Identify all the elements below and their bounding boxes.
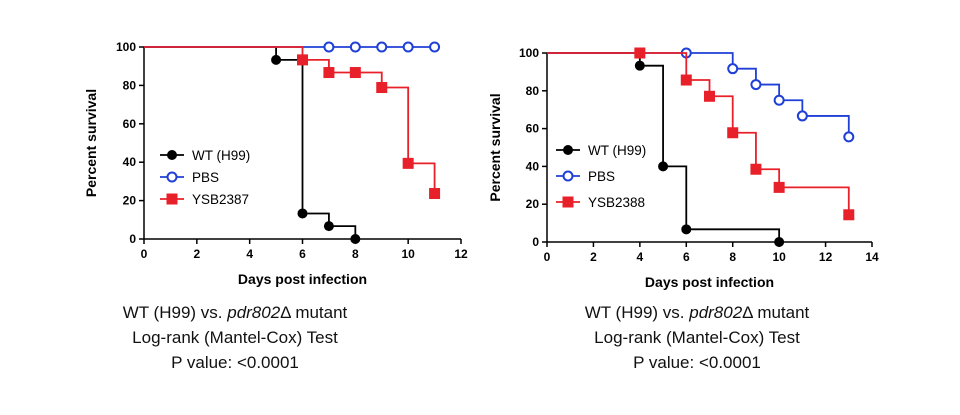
data-point [167,150,177,160]
data-point [402,41,414,53]
series-line-0 [547,52,781,242]
chart-plot-group: 0 2 4 6 8 10 12 0 20 40 60 80 100 Days post infection… [83,40,468,287]
y-tick-label: 40 [526,159,540,173]
data-point [750,163,762,175]
legend-label: PBS [588,169,615,184]
x-tick-label: 4 [246,247,253,261]
x-tick-label: 10 [772,250,786,264]
y-tick-label: 0 [532,235,539,249]
data-point [562,170,574,182]
data-point [349,67,361,79]
caption-line-test: Log-rank (Mantel-Cox) Test [132,328,338,347]
data-point [681,224,692,235]
chart-plot-group: 0 2 4 6 8 10 12 14 0 20 40 60 80 100 Days post infecti… [487,46,879,290]
data-point [376,82,388,94]
series-line-2 [144,46,436,194]
data-point [563,145,573,155]
data-point [727,63,739,75]
data-point [773,181,785,193]
data-point [774,237,785,247]
data-point [297,54,308,66]
x-tick-label: 0 [141,247,148,261]
data-point [634,47,646,59]
legend-label: WT (H99) [588,143,646,158]
data-point [271,54,282,65]
data-point [562,196,574,208]
x-tick-label: 4 [637,250,644,264]
series-line-2 [547,52,850,215]
x-axis-title: Days post infection [238,271,367,287]
y-tick-label: 100 [519,46,539,60]
caption-right: WT (H99) vs. pdr802Δ mutant Log-rank (Ma… [552,300,842,375]
x-tick-label: 8 [352,247,359,261]
data-point [323,67,335,79]
caption-line-comparison: WT (H99) vs. pdr802Δ mutant [122,303,348,322]
y-tick-label: 20 [123,194,137,208]
data-point [323,41,335,53]
legend-label: YSB2388 [588,195,645,210]
data-point [166,171,178,183]
data-point [704,90,715,102]
x-tick-label: 12 [819,250,833,264]
legend-label: YSB2387 [192,192,249,207]
legend-label: WT (H99) [192,148,250,163]
series-line-1 [547,52,850,137]
data-point [773,94,785,106]
x-tick-label: 8 [729,250,736,264]
x-tick-label: 0 [544,250,551,264]
x-tick-label: 10 [401,247,415,261]
data-point [376,41,388,53]
x-tick-label: 6 [299,247,306,261]
data-point [429,187,441,199]
data-point [429,41,441,53]
x-tick-label: 14 [865,250,879,264]
data-point [796,110,808,122]
data-point [323,221,334,232]
x-tick-label: 2 [590,250,597,264]
data-point [680,74,692,86]
legend-label: PBS [192,170,219,185]
caption-line-pvalue: P value: <0.0001 [633,353,761,372]
data-point [658,161,669,172]
y-tick-label: 20 [526,197,540,211]
y-tick-label: 80 [123,78,137,92]
survival-panel-right: 0 2 4 6 8 10 12 14 0 20 40 60 80 100 Days post infecti… [480,0,960,415]
survival-panel-left: 0 2 4 6 8 10 12 0 20 40 60 80 100 Days post infection… [83,40,468,375]
x-tick-label: 2 [193,247,200,261]
caption-left: WT (H99) vs. pdr802Δ mutant Log-rank (Ma… [90,300,380,375]
data-point [350,234,361,244]
y-tick-label: 80 [526,84,540,98]
y-tick-label: 60 [123,117,137,131]
x-tick-label: 6 [683,250,690,264]
data-point [349,41,361,53]
caption-line-test: Log-rank (Mantel-Cox) Test [594,328,800,347]
survival-chart-left: 0 2 4 6 8 10 12 0 20 40 60 80 100 Days post infection… [83,40,468,287]
data-point [402,157,414,169]
data-point [727,127,739,139]
survival-chart-right: 0 2 4 6 8 10 12 14 0 20 40 60 80 100 Days post infecti… [487,46,879,290]
data-point [634,60,645,71]
x-tick-label: 12 [454,247,468,261]
data-point [166,193,178,205]
data-point [843,131,855,143]
y-axis-title: Percent survival [83,89,99,197]
y-axis-title: Percent survival [487,93,503,201]
data-point [750,79,762,91]
x-axis-title: Days post infection [645,274,774,290]
data-point [297,208,308,219]
y-tick-label: 60 [526,122,540,136]
y-tick-label: 0 [129,232,136,246]
caption-line-pvalue: P value: <0.0001 [171,353,299,372]
y-tick-label: 100 [116,40,136,54]
data-point [843,209,855,221]
y-tick-label: 40 [123,155,137,169]
caption-line-comparison: WT (H99) vs. pdr802Δ mutant [584,303,810,322]
